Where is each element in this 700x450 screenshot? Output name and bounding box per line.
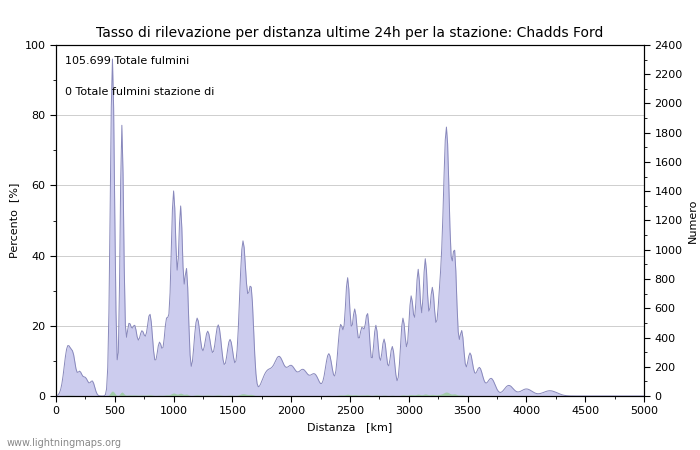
Y-axis label: Percento  [%]: Percento [%] [9,183,19,258]
Legend: Tasso di rilevazione stazione Chadds Ford, Numero totale fulmini: Tasso di rilevazione stazione Chadds For… [108,447,533,450]
X-axis label: Distanza   [km]: Distanza [km] [307,422,393,432]
Title: Tasso di rilevazione per distanza ultime 24h per la stazione: Chadds Ford: Tasso di rilevazione per distanza ultime… [97,26,603,40]
Text: 0 Totale fulmini stazione di: 0 Totale fulmini stazione di [65,87,214,97]
Text: www.lightningmaps.org: www.lightningmaps.org [7,438,122,448]
Y-axis label: Numero: Numero [688,198,698,243]
Text: 105.699 Totale fulmini: 105.699 Totale fulmini [65,55,189,66]
